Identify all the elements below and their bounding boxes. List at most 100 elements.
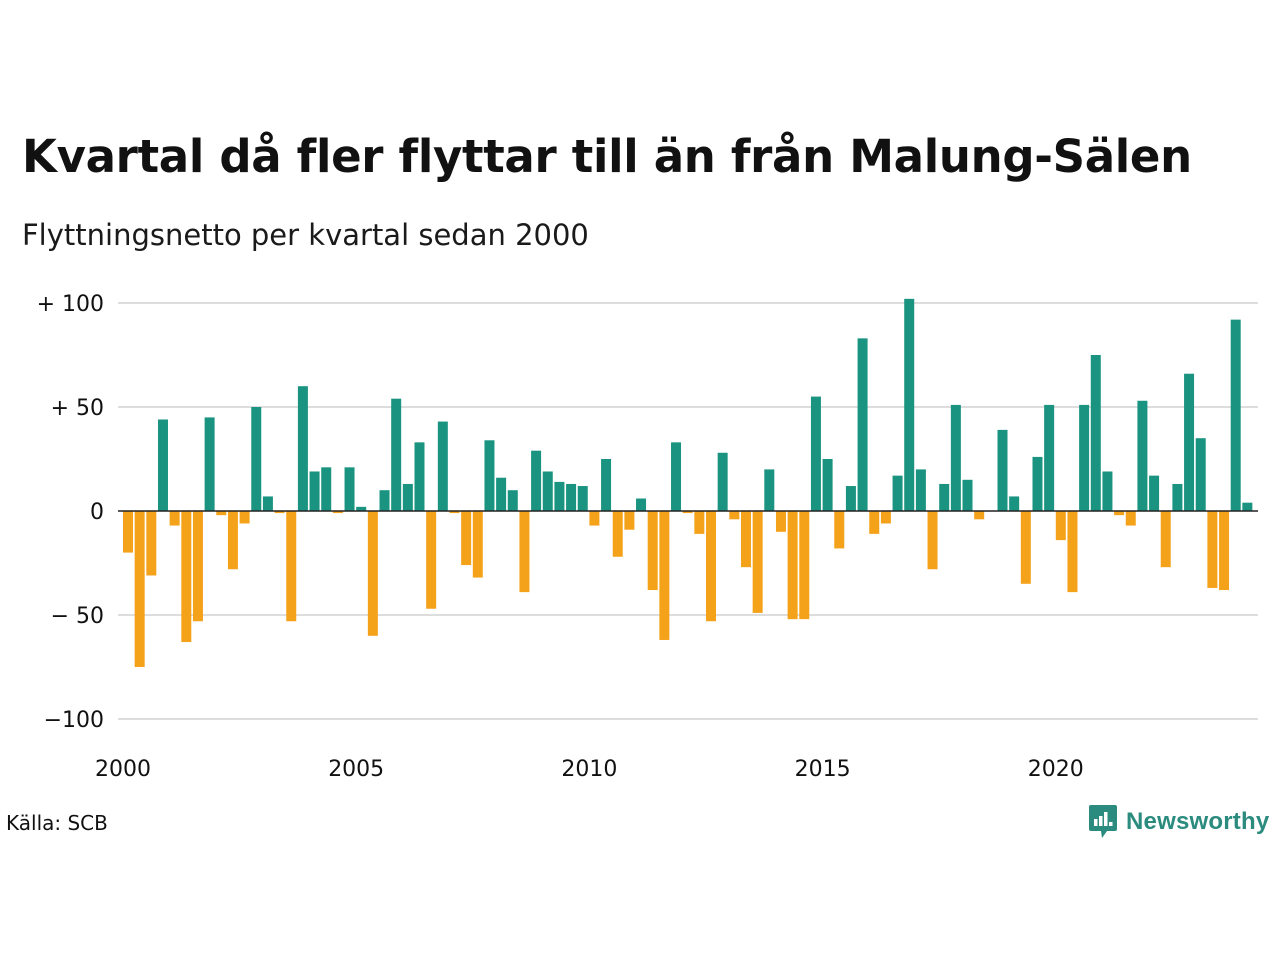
bar xyxy=(752,511,763,613)
bar xyxy=(1055,511,1066,541)
bar xyxy=(204,417,215,511)
bar xyxy=(461,511,472,566)
bar xyxy=(857,338,868,511)
y-tick-label: + 50 xyxy=(51,396,104,421)
x-tick-label: 2020 xyxy=(1028,757,1084,782)
bar xyxy=(414,442,425,511)
bar xyxy=(577,486,588,511)
bar xyxy=(834,511,845,549)
bar xyxy=(799,511,810,620)
bar xyxy=(1149,475,1160,511)
bar xyxy=(1242,502,1253,511)
bar xyxy=(880,511,891,524)
bar xyxy=(449,511,460,514)
bar xyxy=(624,511,635,530)
bar xyxy=(531,450,542,511)
bar xyxy=(157,419,168,511)
bar xyxy=(251,407,262,511)
bar xyxy=(962,479,973,511)
bar xyxy=(612,511,623,557)
bar xyxy=(542,471,553,511)
x-tick-label: 2005 xyxy=(328,757,384,782)
y-tick-label: + 100 xyxy=(37,292,104,317)
bar xyxy=(344,467,355,511)
bar xyxy=(181,511,192,643)
bar xyxy=(1114,511,1125,516)
bar xyxy=(904,298,915,511)
bar xyxy=(1160,511,1171,568)
bar xyxy=(321,467,332,511)
newsworthy-logo: Newsworthy xyxy=(1088,804,1269,840)
y-tick-label: − 50 xyxy=(51,604,104,629)
bar xyxy=(682,511,693,514)
bar xyxy=(1230,319,1241,511)
bar xyxy=(1032,456,1043,511)
bar xyxy=(227,511,238,570)
bar xyxy=(367,511,378,636)
bar xyxy=(729,511,740,520)
bar xyxy=(484,440,495,511)
bar xyxy=(939,483,950,511)
x-tick-label: 2000 xyxy=(95,757,151,782)
bar xyxy=(309,471,320,511)
bar xyxy=(950,404,961,511)
bar xyxy=(332,511,343,514)
bar xyxy=(169,511,180,526)
bar xyxy=(822,459,833,511)
bar xyxy=(997,429,1008,511)
bar xyxy=(927,511,938,570)
bar xyxy=(1020,511,1031,584)
bar xyxy=(192,511,203,622)
bar xyxy=(519,511,530,593)
bar xyxy=(1219,511,1230,591)
bar xyxy=(1125,511,1136,526)
bar xyxy=(134,511,145,667)
bar xyxy=(694,511,705,534)
bar xyxy=(1137,400,1148,511)
bar xyxy=(274,511,285,514)
bar xyxy=(1079,404,1090,511)
bar xyxy=(659,511,670,640)
bar xyxy=(496,477,507,511)
bar xyxy=(216,511,227,516)
newsworthy-logo-text: Newsworthy xyxy=(1126,808,1270,835)
bar xyxy=(356,506,367,511)
bar xyxy=(671,442,682,511)
source-note: Källa: SCB xyxy=(6,811,108,835)
bar xyxy=(507,490,518,511)
bar xyxy=(974,511,985,520)
bar xyxy=(391,398,402,511)
x-tick-label: 2015 xyxy=(795,757,851,782)
bar xyxy=(286,511,297,622)
bar xyxy=(262,496,273,511)
bar xyxy=(589,511,600,526)
y-tick-label: 0 xyxy=(90,500,104,525)
bar xyxy=(892,475,903,511)
bar xyxy=(787,511,798,620)
bar xyxy=(647,511,658,591)
bar xyxy=(426,511,437,609)
bar xyxy=(764,469,775,511)
bar xyxy=(601,459,612,511)
bar xyxy=(717,452,728,511)
bar xyxy=(379,490,390,511)
bar xyxy=(1009,496,1020,511)
bar xyxy=(915,469,926,511)
bar xyxy=(845,486,856,511)
bar xyxy=(775,511,786,532)
bar xyxy=(146,511,157,576)
bar xyxy=(1044,404,1055,511)
chart-title: Kvartal då fler flyttar till än från Mal… xyxy=(22,130,1192,183)
bar xyxy=(636,498,647,511)
bar xyxy=(810,396,821,511)
bar xyxy=(402,483,413,511)
y-tick-label: −100 xyxy=(44,708,104,733)
bar xyxy=(1172,483,1183,511)
bar xyxy=(1090,355,1101,511)
bar xyxy=(1102,471,1113,511)
bar xyxy=(740,511,751,568)
bar xyxy=(869,511,880,534)
bar xyxy=(566,483,577,511)
bar xyxy=(554,481,565,511)
